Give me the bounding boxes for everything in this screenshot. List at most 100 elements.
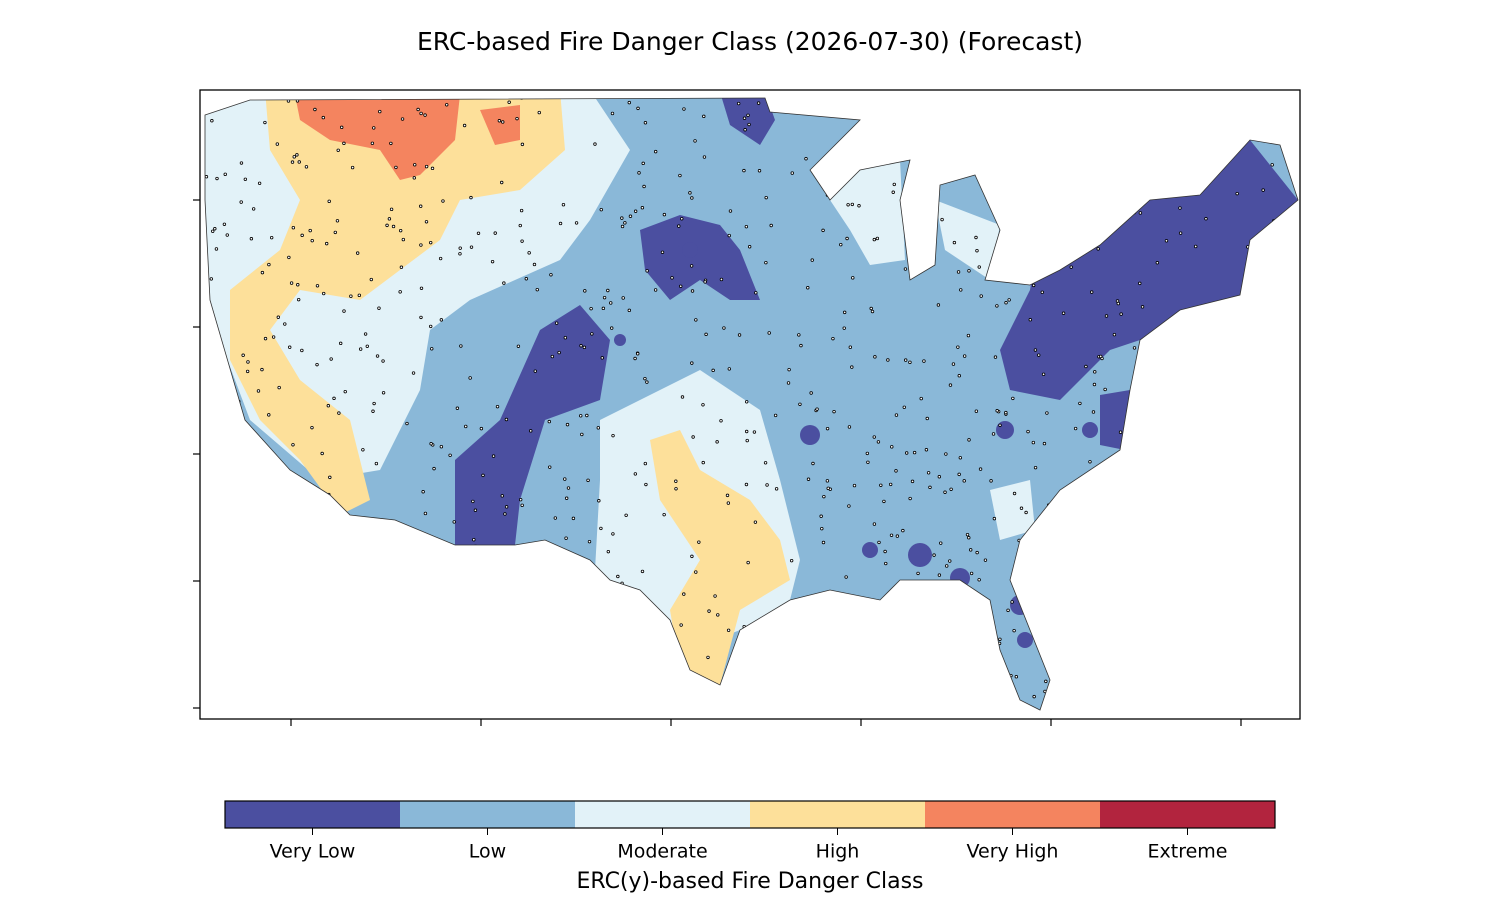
- station: [323, 663, 327, 667]
- station: [1249, 653, 1253, 657]
- station: [910, 256, 915, 261]
- station: [1172, 402, 1177, 406]
- station: [697, 540, 701, 544]
- station: [1165, 627, 1170, 631]
- station: [609, 301, 613, 305]
- station: [1270, 534, 1275, 538]
- colorbar-class-label: Low: [469, 841, 506, 863]
- station: [806, 286, 810, 290]
- station: [719, 277, 724, 282]
- map: [205, 98, 1298, 710]
- station: [455, 406, 460, 410]
- station: [1266, 348, 1271, 353]
- station: [1095, 514, 1100, 519]
- station: [689, 264, 694, 268]
- station: [372, 126, 376, 130]
- station: [374, 461, 379, 466]
- station: [744, 482, 749, 487]
- station: [956, 345, 960, 349]
- station: [1153, 442, 1158, 447]
- station: [898, 149, 902, 154]
- station: [1173, 508, 1177, 512]
- station: [722, 326, 726, 330]
- station: [1012, 491, 1017, 496]
- station: [923, 156, 927, 161]
- station: [633, 209, 638, 213]
- station: [694, 570, 698, 574]
- station: [967, 629, 971, 633]
- station: [310, 238, 314, 243]
- station: [432, 466, 436, 471]
- station: [602, 295, 607, 300]
- station: [1293, 709, 1297, 710]
- station: [1130, 188, 1134, 192]
- station: [789, 558, 794, 563]
- station: [765, 483, 769, 487]
- station: [1277, 591, 1281, 595]
- station: [308, 228, 312, 233]
- station: [1012, 628, 1016, 633]
- station: [322, 291, 326, 296]
- station: [1042, 512, 1047, 516]
- station: [1032, 694, 1036, 699]
- station: [929, 230, 934, 235]
- station: [416, 107, 420, 112]
- station: [296, 283, 300, 287]
- us-outline: [204, 97, 1299, 711]
- station: [925, 416, 929, 421]
- station: [571, 516, 576, 521]
- station: [894, 413, 899, 417]
- station: [413, 163, 417, 167]
- station: [1274, 388, 1279, 393]
- danger-region: [830, 160, 905, 265]
- station: [904, 358, 908, 362]
- station: [1100, 660, 1104, 665]
- station: [205, 398, 207, 402]
- station: [1183, 602, 1187, 607]
- station: [872, 237, 877, 242]
- station: [1065, 99, 1069, 103]
- station: [260, 570, 264, 574]
- station: [238, 469, 242, 474]
- station: [419, 243, 423, 247]
- station: [1031, 440, 1036, 445]
- station: [563, 335, 568, 340]
- station: [590, 332, 594, 336]
- station: [443, 688, 448, 692]
- station: [662, 512, 666, 517]
- station: [995, 409, 999, 413]
- station: [995, 656, 1000, 660]
- station: [1041, 372, 1046, 376]
- station: [736, 101, 741, 106]
- station: [1089, 241, 1093, 246]
- station: [251, 207, 256, 211]
- station: [843, 647, 848, 651]
- station: [405, 421, 409, 426]
- station: [1033, 465, 1038, 470]
- station: [1246, 697, 1251, 702]
- station: [606, 288, 610, 293]
- station: [359, 690, 364, 695]
- station: [1090, 206, 1094, 210]
- station: [1012, 140, 1017, 144]
- station: [1194, 244, 1198, 249]
- station: [903, 267, 908, 271]
- station: [1014, 675, 1019, 679]
- station: [946, 614, 951, 619]
- station: [842, 326, 846, 330]
- station: [278, 471, 282, 475]
- station: [1201, 662, 1205, 666]
- station: [1242, 138, 1247, 142]
- station: [1010, 154, 1015, 159]
- station: [1155, 261, 1160, 265]
- station: [448, 453, 452, 458]
- station: [537, 110, 541, 115]
- station: [348, 626, 352, 630]
- station: [205, 664, 207, 668]
- station: [823, 700, 828, 705]
- station: [1164, 340, 1169, 344]
- station: [1213, 106, 1217, 110]
- station: [886, 103, 890, 107]
- station: [296, 297, 301, 302]
- station: [742, 116, 747, 120]
